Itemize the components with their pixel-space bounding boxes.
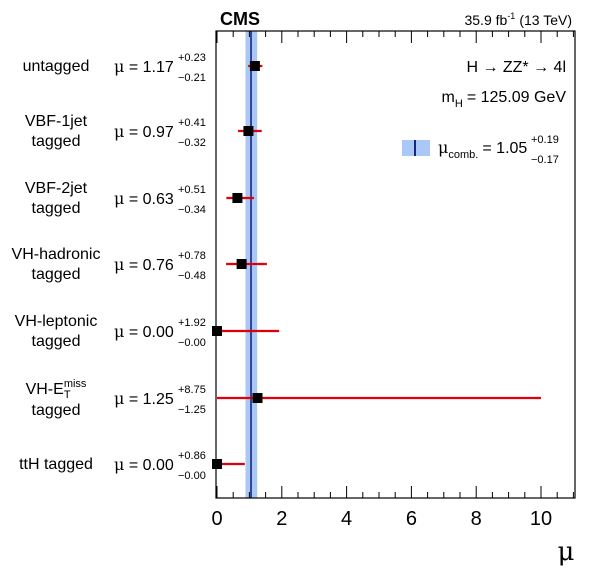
data-marker: [232, 193, 243, 203]
mu-up-error: +0.51: [178, 184, 206, 196]
mu-down-error: −1.25: [178, 404, 206, 416]
data-points: μ = 1.17 +0.23 −0.21 μ = 0.97 +0.41 −0.32 μ = …: [114, 52, 541, 482]
legend-entry: μcomb. = 1.05: [438, 138, 527, 161]
data-marker: [252, 393, 263, 403]
process-label: H → ZZ* → 4l: [466, 59, 566, 76]
mu-up-error: +1.92: [178, 317, 206, 329]
x-tick-label: 10: [530, 508, 552, 530]
luminosity-label: 35.9 fb-1 (13 TeV): [464, 11, 572, 28]
x-tick-label: 6: [406, 508, 417, 530]
category-label: VBF-2jet tagged: [24, 180, 88, 217]
mu-value-label: μ = 1.25: [114, 389, 174, 408]
mu-up-error: +0.78: [178, 250, 206, 262]
mu-down-error: −0.48: [178, 270, 206, 282]
mu-value-label: μ = 0.00: [114, 322, 174, 341]
mu-value-label: μ = 0.97: [114, 122, 174, 141]
x-tick-label: 8: [471, 508, 482, 530]
category-label: ttH tagged: [19, 456, 93, 473]
category-label: untagged: [22, 58, 90, 75]
mu-up-error: +0.23: [178, 52, 206, 64]
mu-up-error: +0.41: [178, 117, 206, 129]
mass-label: mH = 125.09 GeV: [442, 89, 567, 110]
x-tick-label: 2: [276, 508, 287, 530]
x-tick-label: 4: [341, 508, 352, 530]
data-marker: [212, 459, 222, 469]
mu-value-label: μ = 1.17: [114, 57, 174, 76]
mu-up-error: +8.75: [178, 384, 206, 396]
mu-value-label: μ = 0.63: [114, 189, 174, 208]
experiment-label: CMS: [220, 9, 260, 29]
mu-up-error: +0.86: [178, 450, 206, 462]
mu-down-error: −0.00: [178, 470, 206, 482]
mu-value-label: μ = 0.76: [114, 255, 174, 274]
category-label: VBF-1jet tagged: [24, 113, 88, 150]
data-marker: [243, 126, 254, 136]
data-marker: [212, 326, 222, 336]
mu-down-error: −0.21: [178, 72, 206, 84]
data-marker: [249, 61, 260, 71]
mu-down-error: −0.00: [178, 337, 206, 349]
x-axis-label: μ: [558, 537, 575, 567]
x-axis-ticks: 0 2 4 6 8 10: [211, 31, 574, 530]
mu-down-error: −0.34: [178, 204, 206, 216]
category-label: VH-leptonic tagged: [14, 313, 98, 350]
category-label: VH-hadronic tagged: [11, 246, 101, 283]
mu-value-label: μ = 0.00: [114, 455, 174, 474]
mu-down-error: −0.32: [178, 137, 206, 149]
data-marker: [236, 259, 247, 269]
legend-up-error: +0.19: [531, 134, 559, 146]
x-tick-label: 0: [211, 508, 222, 530]
legend-down-error: −0.17: [531, 154, 559, 166]
